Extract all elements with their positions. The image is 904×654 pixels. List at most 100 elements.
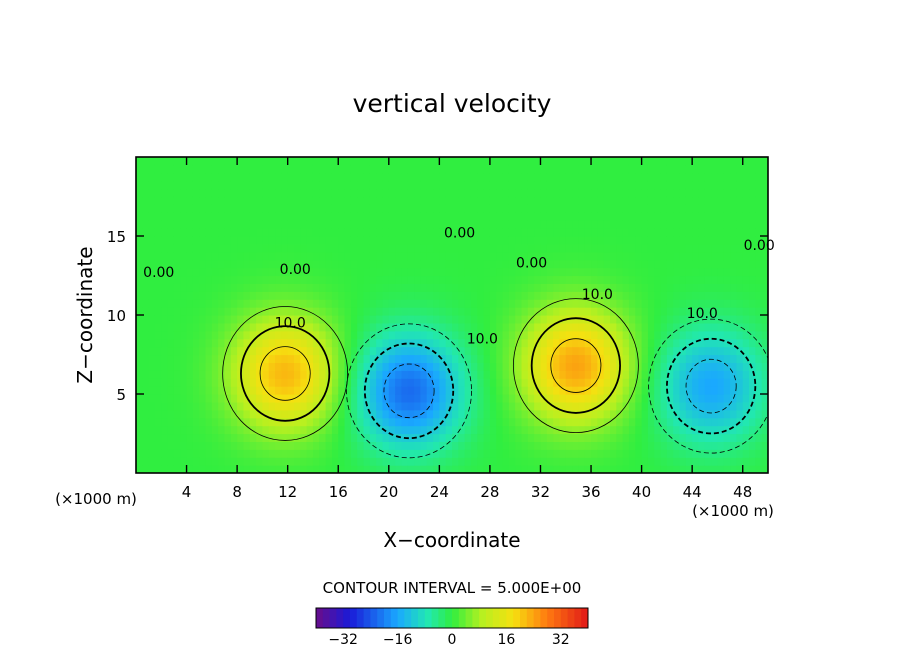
heatmap-cell (395, 236, 403, 245)
heatmap-cell (635, 283, 643, 292)
heatmap-cell (483, 212, 491, 221)
heatmap-cell (287, 433, 295, 442)
heatmap-cell (224, 283, 232, 292)
heatmap-cell (414, 409, 421, 419)
heatmap-cell (186, 220, 194, 229)
heatmap-cell (407, 291, 415, 300)
heatmap-cell (357, 299, 365, 308)
heatmap-cell (154, 228, 162, 237)
heatmap-cell (717, 267, 725, 277)
heatmap-cell (452, 386, 459, 395)
heatmap-cell (483, 386, 491, 395)
heatmap-cell (622, 465, 630, 473)
heatmap-cell (319, 157, 327, 166)
heatmap-cell (603, 307, 611, 316)
heatmap-cell (312, 228, 320, 237)
heatmap-cell (641, 299, 649, 308)
heatmap-cell (711, 346, 719, 356)
heatmap-cell (350, 196, 358, 205)
heatmap-cell (483, 196, 491, 205)
heatmap-cell (628, 465, 636, 473)
heatmap-cell (167, 362, 175, 371)
heatmap-cell (641, 220, 649, 229)
heatmap-cell (553, 267, 561, 277)
heatmap-cell (508, 457, 516, 466)
heatmap-cell (148, 441, 156, 450)
heatmap-cell (414, 236, 421, 245)
heatmap-cell (711, 228, 719, 237)
heatmap-cell (559, 401, 567, 411)
heatmap-cell (433, 401, 440, 411)
heatmap-cell (654, 441, 662, 450)
heatmap-cell (534, 457, 542, 466)
heatmap-cell (628, 180, 636, 190)
heatmap-cell (300, 465, 308, 473)
heatmap-cell (521, 362, 529, 371)
heatmap-cell (692, 322, 700, 332)
heatmap-cell (666, 243, 674, 253)
heatmap-cell (287, 172, 295, 182)
heatmap-cell (496, 196, 504, 205)
heatmap-cell (331, 157, 339, 166)
heatmap-cell (414, 204, 421, 213)
heatmap-cell (502, 172, 510, 182)
heatmap-cell (635, 228, 643, 237)
heatmap-cell (489, 386, 497, 395)
heatmap-cell (287, 449, 295, 458)
heatmap-cell (445, 164, 453, 174)
heatmap-cell (597, 228, 605, 237)
heatmap-cell (458, 370, 466, 379)
heatmap-cell (508, 386, 516, 395)
heatmap-cell (439, 251, 447, 261)
heatmap-cell (161, 188, 169, 198)
heatmap-cell (559, 204, 567, 213)
heatmap-cell (199, 315, 207, 324)
heatmap-cell (433, 283, 440, 292)
heatmap-cell (534, 425, 542, 435)
heatmap-cell (433, 157, 440, 166)
heatmap-cell (319, 322, 327, 332)
heatmap-cell (717, 394, 725, 403)
heatmap-cell (192, 315, 200, 324)
heatmap-cell (414, 330, 421, 340)
heatmap-cell (610, 259, 617, 269)
heatmap-cell (704, 354, 712, 363)
heatmap-cell (136, 449, 143, 458)
heatmap-cell (628, 401, 636, 411)
heatmap-cell (414, 299, 421, 308)
heatmap-cell (584, 394, 592, 403)
heatmap-cell (685, 409, 693, 419)
heatmap-cell (692, 196, 700, 205)
heatmap-cell (350, 362, 358, 371)
heatmap-cell (395, 251, 403, 261)
heatmap-cell (180, 236, 188, 245)
x-tick-label: 4 (182, 483, 192, 501)
heatmap-cell (319, 228, 327, 237)
heatmap-cell (433, 299, 440, 308)
heatmap-cell (325, 180, 333, 190)
heatmap-cell (142, 449, 150, 458)
heatmap-cell (704, 433, 712, 442)
heatmap-cell (136, 164, 143, 174)
heatmap-cell (230, 378, 238, 387)
heatmap-cell (173, 196, 181, 205)
heatmap-cell (167, 220, 175, 229)
heatmap-cell (502, 457, 510, 466)
heatmap-cell (350, 338, 358, 348)
heatmap-cell (395, 322, 403, 332)
heatmap-cell (180, 394, 188, 403)
heatmap-cell (331, 291, 339, 300)
heatmap-cell (439, 172, 447, 182)
heatmap-cell (420, 299, 428, 308)
heatmap-cell (350, 433, 358, 442)
heatmap-cell (647, 354, 655, 363)
heatmap-cell (610, 457, 617, 466)
heatmap-cell (616, 409, 624, 419)
heatmap-cell (249, 322, 257, 332)
heatmap-cell (445, 386, 453, 395)
heatmap-cell (363, 220, 371, 229)
heatmap-cell (546, 172, 554, 182)
heatmap-cell (275, 315, 282, 324)
heatmap-cell (610, 433, 617, 442)
heatmap-cell (698, 172, 706, 182)
